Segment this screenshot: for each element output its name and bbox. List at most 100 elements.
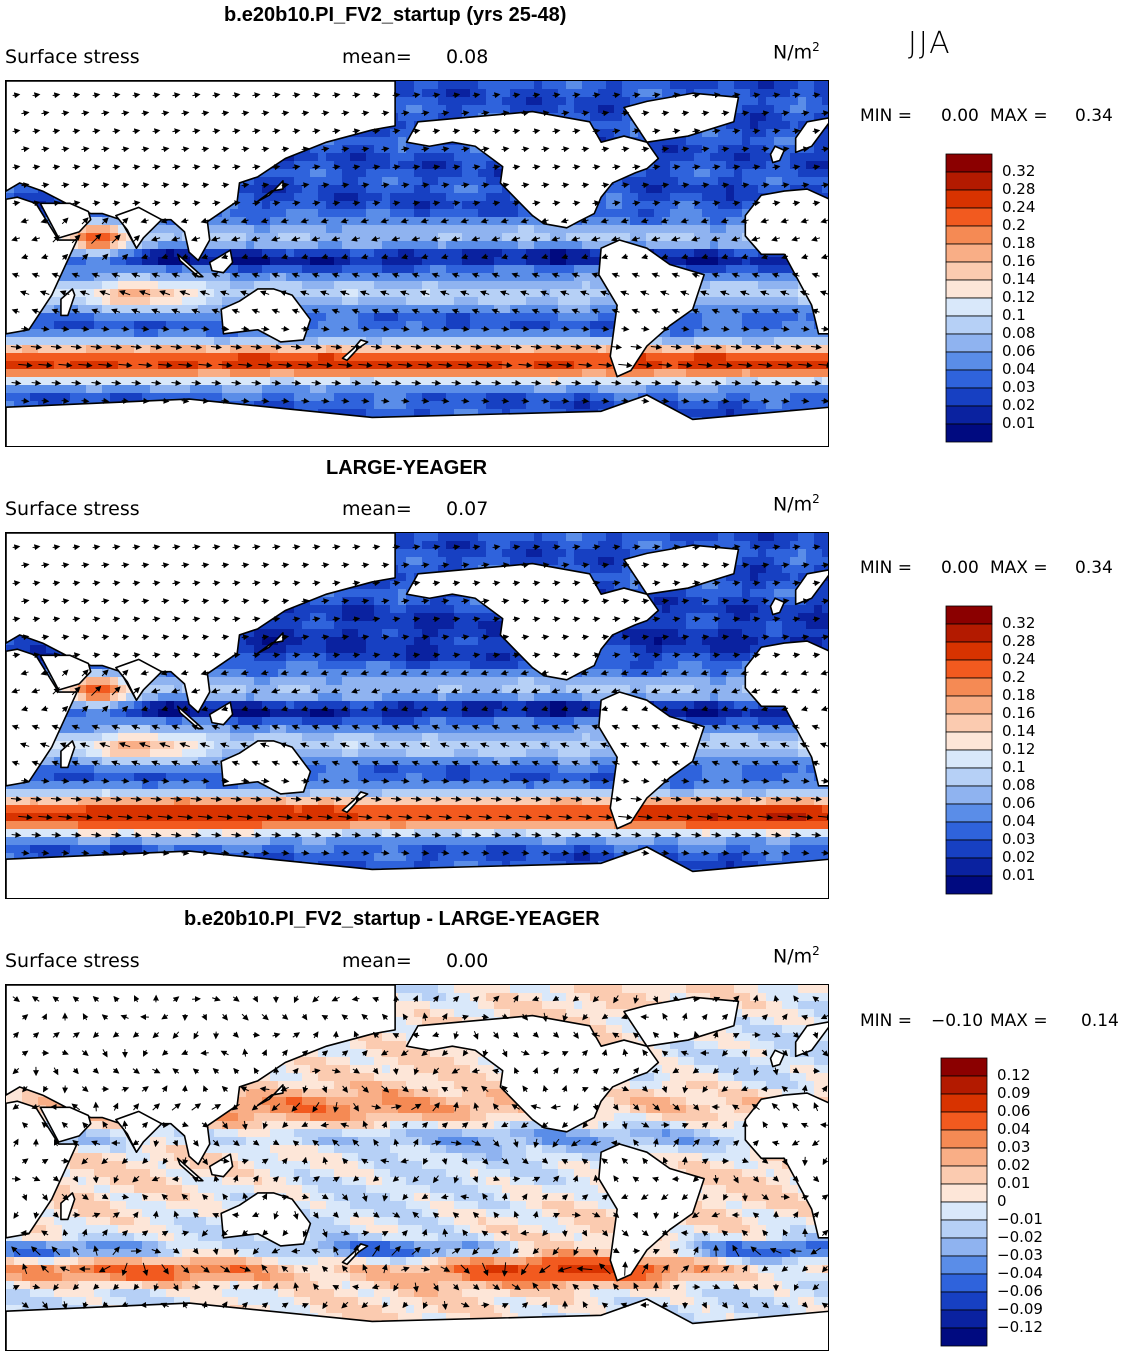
field-cell (470, 281, 479, 290)
field-cell (678, 401, 687, 410)
field-cell (422, 369, 431, 378)
field-cell (190, 385, 199, 394)
field-cell (278, 353, 287, 362)
field-cell (422, 393, 431, 402)
field-cell (438, 345, 447, 354)
field-cell (750, 169, 759, 178)
field-cell (334, 329, 343, 338)
field-cell (270, 377, 279, 386)
field-cell (182, 281, 191, 290)
field-cell (38, 377, 47, 386)
field-cell (406, 153, 415, 162)
stress-vector (192, 128, 201, 135)
field-cell (326, 265, 335, 274)
field-cell (478, 361, 487, 370)
field-cell (342, 225, 351, 234)
field-cell (678, 185, 687, 194)
field-cell (342, 177, 351, 186)
field-cell (630, 225, 639, 234)
field-cell (6, 393, 15, 402)
field-cell (158, 361, 167, 370)
field-cell (582, 105, 591, 114)
field-cell (734, 409, 743, 418)
field-cell (254, 353, 263, 362)
field-cell (342, 257, 351, 266)
field-cell (534, 105, 543, 114)
field-cell (390, 321, 399, 330)
field-cell (382, 297, 391, 306)
field-cell (374, 321, 383, 330)
field-cell (694, 241, 703, 250)
field-cell (566, 385, 575, 394)
field-cell (214, 313, 223, 322)
field-cell (494, 89, 503, 98)
field-cell (414, 385, 423, 394)
field-cell (446, 209, 455, 218)
field-cell (6, 353, 15, 362)
field-cell (158, 321, 167, 330)
field-cell (542, 225, 551, 234)
field-cell (46, 337, 55, 346)
stress-vector (621, 146, 630, 153)
field-cell (582, 321, 591, 330)
field-cell (470, 225, 479, 234)
stress-vector (61, 110, 70, 117)
field-cell (670, 145, 679, 154)
field-cell (806, 89, 815, 98)
field-cell (630, 185, 639, 194)
field-cell (470, 105, 479, 114)
field-cell (246, 265, 255, 274)
field-cell (366, 241, 375, 250)
field-cell (158, 225, 167, 234)
field-cell (534, 257, 543, 266)
field-cell (654, 337, 663, 346)
field-cell (158, 377, 167, 386)
field-cell (750, 385, 759, 394)
field-cell (478, 385, 487, 394)
field-cell (422, 273, 431, 282)
field-cell (374, 145, 383, 154)
field-cell (102, 281, 111, 290)
field-cell (30, 353, 39, 362)
field-cell (718, 177, 727, 186)
field-cell (262, 345, 271, 354)
field-cell (422, 209, 431, 218)
field-cell (142, 345, 151, 354)
field-cell (310, 145, 319, 154)
stress-vector (381, 146, 390, 153)
field-cell (22, 377, 31, 386)
field-cell (166, 257, 175, 266)
field-cell (438, 281, 447, 290)
field-cell (726, 169, 735, 178)
field-cell (774, 321, 783, 330)
stress-vector (181, 182, 190, 189)
field-cell (78, 233, 87, 242)
field-cell (734, 393, 743, 402)
field-cell (518, 209, 527, 218)
field-cell (310, 337, 319, 346)
field-cell (662, 161, 671, 170)
stress-vector (732, 164, 741, 171)
field-cell (270, 393, 279, 402)
field-cell (502, 89, 511, 98)
field-cell (94, 393, 103, 402)
field-cell (350, 305, 359, 314)
field-cell (742, 377, 751, 386)
field-cell (598, 393, 607, 402)
field-cell (590, 225, 599, 234)
field-cell (726, 313, 735, 322)
field-cell (798, 321, 807, 330)
field-cell (238, 353, 247, 362)
field-cell (326, 313, 335, 322)
field-cell (150, 249, 159, 258)
field-cell (774, 121, 783, 130)
field-cell (590, 337, 599, 346)
field-cell (190, 257, 199, 266)
field-cell (494, 353, 503, 362)
stress-vector (212, 92, 221, 99)
field-cell (190, 393, 199, 402)
field-cell (582, 233, 591, 242)
field-cell (94, 249, 103, 258)
field-cell (174, 289, 183, 298)
field-cell (222, 297, 231, 306)
